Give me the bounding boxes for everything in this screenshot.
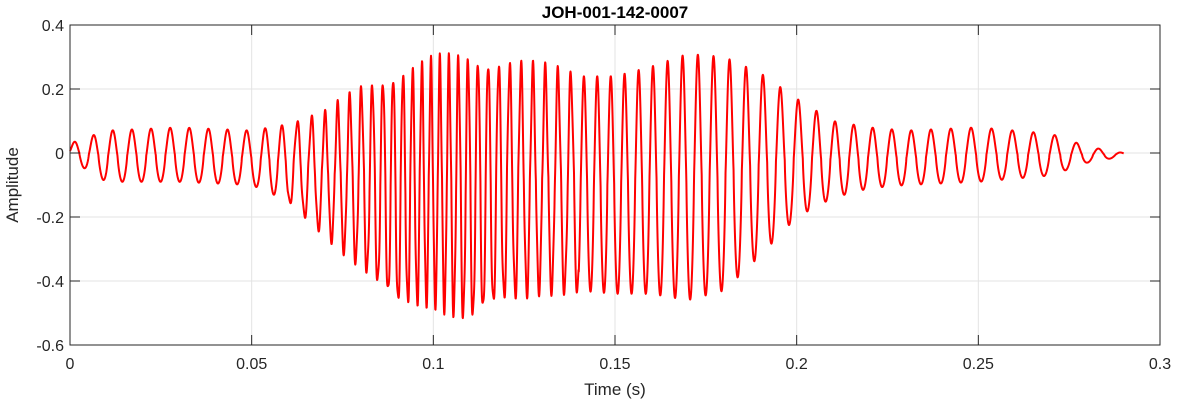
y-tick-label: 0.2 bbox=[42, 82, 64, 99]
y-tick-label: -0.2 bbox=[36, 210, 64, 227]
x-tick-label: 0 bbox=[66, 356, 75, 373]
chart-title: JOH-001-142-0007 bbox=[542, 3, 688, 22]
y-tick-label: -0.6 bbox=[36, 338, 64, 355]
x-tick-label: 0.1 bbox=[422, 356, 444, 373]
y-tick-labels: -0.6 -0.4 -0.2 0 0.2 0.4 bbox=[36, 18, 64, 355]
y-tick-label: 0 bbox=[55, 146, 64, 163]
x-tick-label: 0.3 bbox=[1149, 356, 1171, 373]
y-tick-label: -0.4 bbox=[36, 274, 64, 291]
amplitude-series-line bbox=[69, 52, 1125, 320]
x-tick-label: 0.15 bbox=[599, 356, 630, 373]
y-axis-label: Amplitude bbox=[3, 147, 22, 223]
y-tick-label: 0.4 bbox=[42, 18, 64, 35]
x-tick-label: 0.25 bbox=[963, 356, 994, 373]
x-tick-labels: 0 0.05 0.1 0.15 0.2 0.25 0.3 bbox=[66, 356, 1172, 373]
x-tick-label: 0.2 bbox=[786, 356, 808, 373]
axis-ticks bbox=[69, 24, 1161, 346]
x-tick-label: 0.05 bbox=[236, 356, 267, 373]
x-axis-label: Time (s) bbox=[584, 380, 646, 399]
